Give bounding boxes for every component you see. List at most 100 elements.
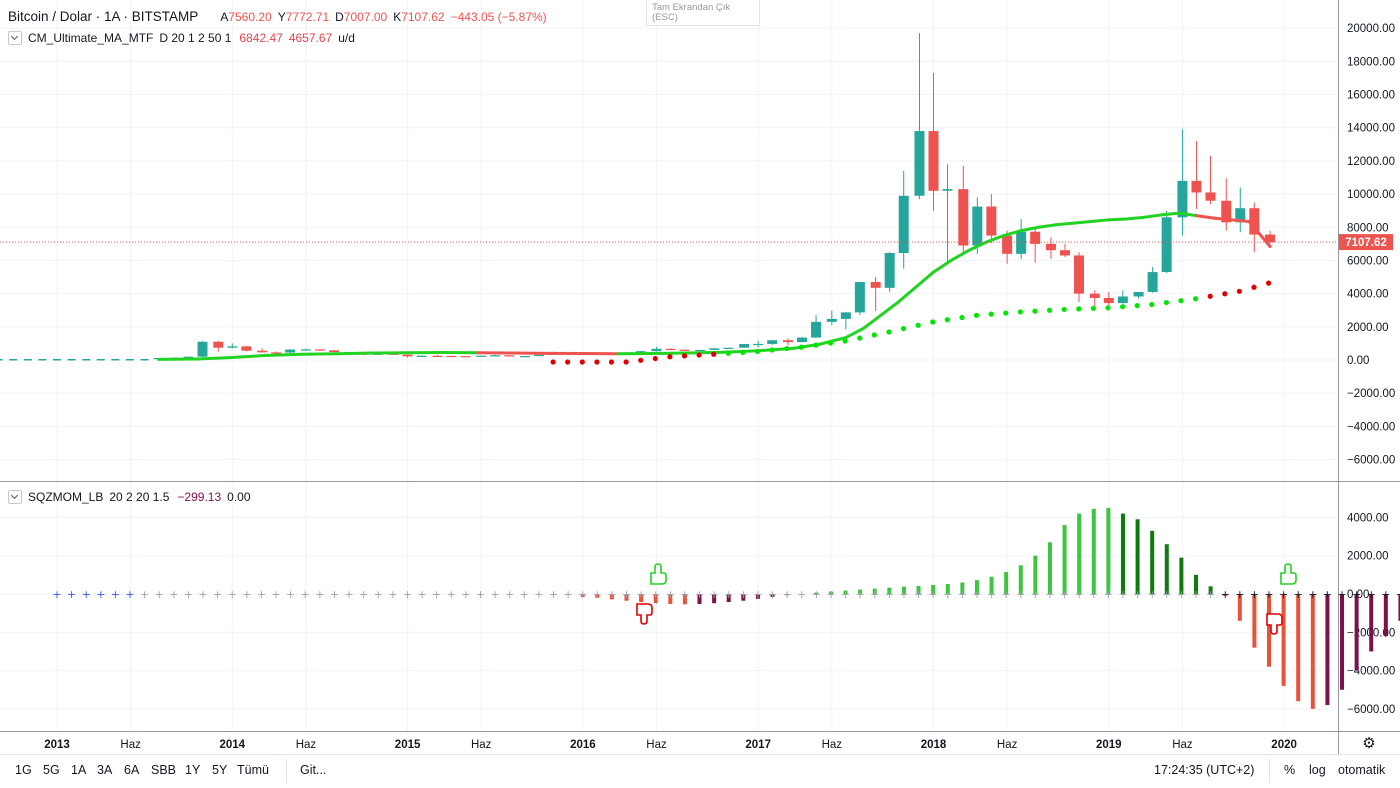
collapse-button-indicator1[interactable]	[8, 31, 22, 45]
time-axis-label: 2013	[44, 739, 70, 751]
candle	[257, 350, 268, 353]
momentum-bar	[639, 594, 644, 603]
squeeze-marker: +	[534, 588, 543, 601]
momentum-bar	[1310, 594, 1315, 709]
candle	[1249, 208, 1260, 235]
squeeze-marker: +	[286, 588, 295, 601]
momentum-bar	[1267, 594, 1272, 667]
squeeze-marker: +	[783, 588, 792, 601]
timeframe-button-tümü[interactable]: Tümü	[237, 763, 269, 777]
candle	[972, 206, 983, 246]
squeeze-marker: +	[972, 588, 981, 601]
candle	[271, 352, 282, 354]
squeeze-marker: +	[257, 588, 266, 601]
candle	[1221, 200, 1232, 223]
time-axis-label: Haz	[471, 739, 492, 751]
momentum-bar	[1150, 530, 1155, 594]
indicator1-value1: 6842.47	[239, 31, 283, 45]
momentum-bar	[1077, 513, 1082, 594]
time-axis-label: Haz	[1172, 739, 1193, 751]
squeeze-marker: +	[82, 588, 91, 601]
indicator2-name[interactable]: SQZMOM_LB	[28, 490, 104, 504]
ma-line-segment	[1089, 218, 1111, 223]
ma-dot	[1134, 302, 1140, 309]
candle	[635, 351, 646, 353]
timeframe-button-6a[interactable]: 6A	[124, 763, 140, 777]
percent-scale-toggle[interactable]: %	[1284, 763, 1296, 777]
ma-dot	[813, 342, 819, 348]
symbol-title[interactable]: Bitcoin / Dolar · 1A · BITSTAMP	[8, 9, 199, 24]
candle	[1030, 231, 1041, 244]
ma-dot	[1193, 296, 1199, 302]
candle	[1161, 217, 1172, 273]
goto-date-button[interactable]: Git...	[300, 763, 327, 777]
squeeze-marker: +	[1148, 588, 1157, 601]
momentum-axis-label: 2000.00	[1347, 551, 1389, 563]
momentum-bar	[1120, 513, 1125, 594]
bullish-hand-icon	[1280, 563, 1297, 585]
momentum-bar	[1091, 508, 1096, 594]
ma-dot	[871, 332, 877, 338]
timeframe-button-5g[interactable]: 5G	[43, 763, 60, 777]
collapse-button-indicator2[interactable]	[8, 490, 22, 504]
squeeze-marker: +	[242, 588, 251, 601]
chart-canvas[interactable]: −6000.00 −4000.00 −2000.00 0.00 2000.00 4000.…	[0, 0, 1400, 755]
clock-timezone[interactable]: 17:24:35 (UTC+2)	[1154, 763, 1255, 777]
time-axis-label: 2018	[921, 739, 947, 751]
gear-icon[interactable]: ⚙	[1362, 734, 1375, 752]
squeeze-marker: +	[695, 588, 704, 601]
momentum-bar	[624, 594, 629, 601]
ma-line-segment	[1177, 211, 1198, 218]
candle	[328, 350, 339, 353]
momentum-bar	[1354, 594, 1359, 671]
squeeze-marker: +	[987, 588, 996, 601]
squeeze-marker: +	[768, 588, 777, 601]
ma-line-segment	[335, 351, 375, 356]
momentum-bar	[1062, 525, 1067, 594]
ma-line-segment	[949, 249, 971, 262]
indicator1-name[interactable]: CM_Ultimate_MA_MTF	[28, 31, 154, 45]
timeframe-button-1a[interactable]: 1A	[71, 763, 87, 777]
momentum-bar	[726, 594, 731, 603]
ma-dot	[988, 311, 994, 317]
indicator2-params: 20 2 20 1.5	[109, 490, 170, 504]
indicator1-value2: 4657.67	[288, 31, 333, 45]
squeeze-marker: +	[739, 588, 748, 601]
squeeze-marker: +	[155, 588, 164, 601]
momentum-bar	[1383, 594, 1388, 637]
candle	[490, 355, 501, 357]
squeeze-marker: +	[140, 588, 149, 601]
momentum-bar	[1179, 557, 1184, 594]
momentum-bar	[872, 588, 877, 594]
squeeze-marker: +	[870, 588, 879, 601]
ma-dot	[1236, 288, 1243, 294]
hand-shape	[650, 563, 667, 585]
exit-fullscreen-button[interactable]: Tam Ekrandan Çık (ESC)	[646, 0, 760, 26]
squeeze-marker: +	[1381, 588, 1390, 601]
ohlc-value: 7007.00	[343, 9, 388, 24]
log-scale-toggle[interactable]: log	[1309, 763, 1326, 777]
timeframe-button-3a[interactable]: 3A	[97, 763, 113, 777]
timeframe-button-sbb[interactable]: SBB	[151, 763, 177, 777]
indicator2-legend: SQZMOM_LB 20 2 20 1.5 −299.13 0.00	[8, 490, 251, 504]
ma-dot	[1076, 306, 1082, 312]
momentum-bar	[1281, 594, 1286, 686]
indicator2-value1: −299.13	[177, 490, 222, 504]
timeframe-button-1g[interactable]: 1G	[15, 763, 32, 777]
squeeze-marker: +	[1279, 588, 1288, 601]
timeframe-button-5y[interactable]: 5Y	[212, 763, 228, 777]
squeeze-marker: +	[1235, 588, 1244, 601]
candle	[197, 341, 208, 357]
squeeze-marker: +	[578, 588, 587, 601]
squeeze-marker: +	[1323, 588, 1332, 601]
timeframe-button-1y[interactable]: 1Y	[185, 763, 201, 777]
squeeze-marker: +	[885, 588, 894, 601]
ma-dot	[1003, 310, 1009, 316]
time-axis-label: 2014	[220, 739, 246, 751]
momentum-bar	[1369, 594, 1374, 652]
ma-dot	[579, 359, 585, 365]
ma-dot	[1090, 305, 1096, 311]
squeeze-marker: +	[622, 588, 631, 601]
auto-scale-toggle[interactable]: otomatik	[1338, 763, 1386, 777]
